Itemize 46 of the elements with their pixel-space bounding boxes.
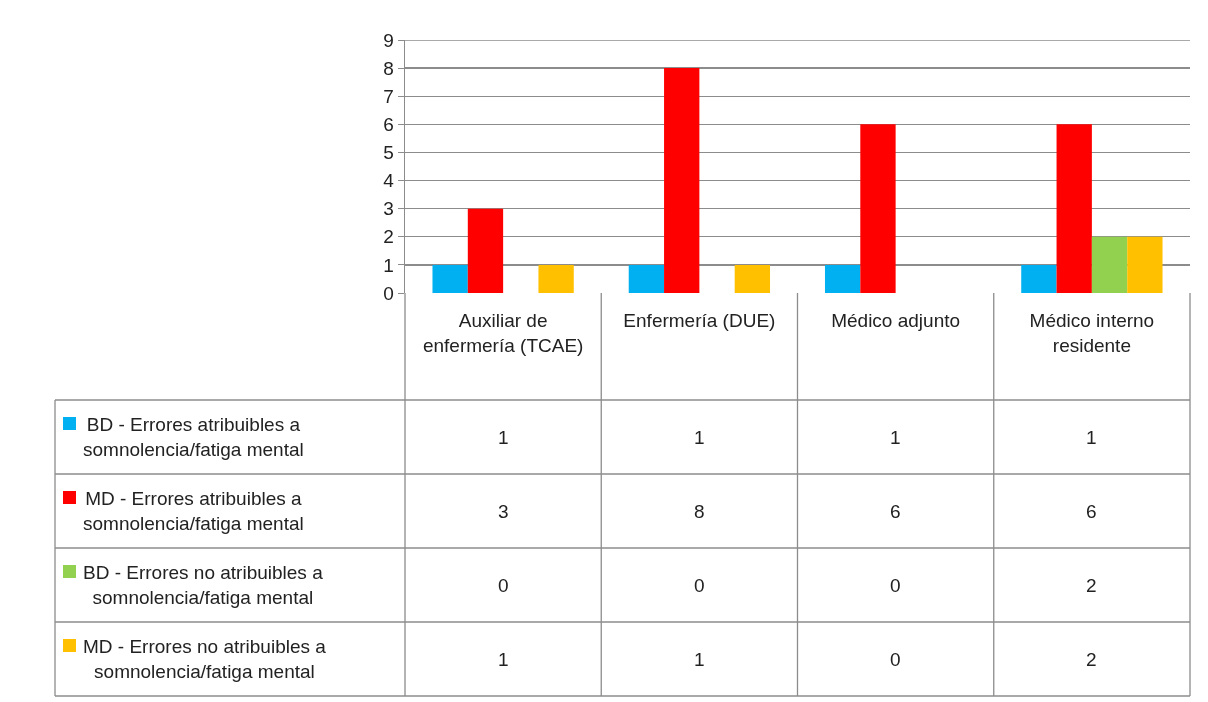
- y-tick-label: 5: [383, 142, 394, 164]
- bar: [432, 264, 468, 293]
- legend-label: BD - Errores atribuibles a somnolencia/fatiga mental: [83, 414, 304, 460]
- data-label: 2: [1086, 575, 1097, 596]
- x-tick-label: Médico adjunto: [831, 310, 961, 331]
- data-label: 6: [890, 501, 901, 522]
- data-label: 3: [498, 501, 509, 522]
- data-label: 0: [694, 575, 705, 596]
- bar: [538, 264, 574, 293]
- y-tick-label: 1: [383, 254, 394, 276]
- x-tick-label: Médico interno residente: [1029, 310, 1155, 356]
- data-label: 8: [694, 501, 705, 522]
- y-tick-label: 7: [383, 85, 394, 107]
- y-tick-label: 2: [383, 226, 394, 248]
- x-tick-label: Auxiliar de enfermería (TCAE): [422, 310, 584, 356]
- y-tick-label: 8: [383, 57, 394, 79]
- bar: [1127, 236, 1163, 293]
- bar: [1056, 124, 1092, 293]
- data-label: 1: [1086, 427, 1097, 448]
- bar: [664, 68, 700, 293]
- bar: [628, 264, 665, 293]
- bar: [1091, 236, 1128, 293]
- bar: [734, 264, 771, 293]
- x-tick-label: Enfermería (DUE): [623, 310, 776, 331]
- bar: [1021, 264, 1057, 293]
- data-label: 2: [1086, 649, 1097, 670]
- legend-label: BD - Errores no atribuibles a somnolencia/fatiga mental: [83, 562, 324, 608]
- y-tick-label: 9: [383, 29, 394, 51]
- data-label: 1: [694, 427, 705, 448]
- data-label: 0: [890, 575, 901, 596]
- bar: [824, 264, 861, 293]
- data-label: 0: [498, 575, 509, 596]
- y-tick-label: 4: [383, 170, 395, 192]
- data-label: 0: [890, 649, 901, 670]
- y-tick-label: 3: [383, 198, 394, 220]
- data-label: 1: [498, 649, 509, 670]
- bar: [860, 124, 896, 293]
- legend-label: MD - Errores no atribuibles a somnolencia/fatiga mental: [83, 636, 327, 682]
- legend-label: MD - Errores atribuibles a somnolencia/fatiga mental: [83, 488, 304, 534]
- data-label: 1: [890, 427, 901, 448]
- y-tick-label: 6: [383, 113, 394, 135]
- y-tick-label: 0: [383, 282, 394, 304]
- data-label: 1: [498, 427, 509, 448]
- data-label: 1: [694, 649, 705, 670]
- bar: [467, 208, 504, 293]
- data-label: 6: [1086, 501, 1097, 522]
